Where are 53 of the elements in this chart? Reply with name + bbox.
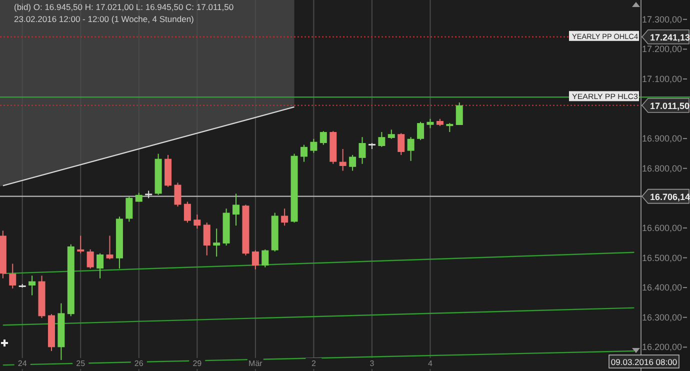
candlestick (184, 201, 191, 224)
candlestick (320, 130, 327, 146)
x-tick-label: 2 (311, 359, 316, 368)
x-tick-label: Mär (248, 359, 263, 368)
x-tick-label: 26 (134, 359, 144, 368)
y-tick-label: 16.900,00 (642, 134, 682, 144)
x-tick-label: 25 (76, 359, 86, 368)
candlestick (213, 228, 220, 258)
candlestick (281, 208, 288, 226)
ref-line-label: 16.706,14 (650, 192, 690, 202)
annotation: 09.03.2016 08:00 (610, 357, 678, 367)
candlestick (77, 235, 84, 254)
x-tick-label: 3 (370, 359, 375, 368)
y-tick-label: 16.200,00 (642, 342, 682, 352)
candlestick (300, 144, 308, 162)
y-tick-label: 17.100,00 (642, 74, 682, 84)
candlestick (194, 214, 201, 230)
candlestick (310, 138, 318, 154)
y-tick-label: 17.200,00 (642, 44, 682, 54)
candlestick (232, 193, 240, 226)
candlestick (349, 154, 356, 172)
candlestick (96, 252, 104, 279)
chart-title: (bid) O: 16.945,50 H: 17.021,00 L: 16.945,50 C: 17.011,50 (14, 2, 234, 12)
candlestick (456, 102, 463, 126)
candlestick (417, 121, 424, 141)
candlestick (106, 235, 114, 260)
candlestick (358, 136, 366, 164)
candlestick (86, 248, 94, 269)
y-tick-label: 16.400,00 (642, 282, 682, 293)
y-tick-label: 16.600,00 (642, 222, 682, 233)
text: 23.02.2016 12:00 - 12:00 (1 Woche, 4 Stunden) (14, 14, 194, 24)
candlestick (407, 136, 414, 162)
ref-line-label: 17.241,13 (650, 32, 690, 42)
candlestick (339, 148, 346, 172)
candlestick (9, 263, 16, 289)
candlestick (378, 132, 386, 148)
candlestick (174, 182, 182, 208)
candlestick (262, 248, 269, 268)
candlestick (426, 118, 434, 129)
x-tick-label: 4 (428, 359, 434, 368)
y-tick-label: 16.800,00 (642, 163, 682, 174)
candlestick (203, 222, 210, 256)
candlestick (398, 132, 405, 156)
candlestick (126, 196, 133, 222)
candlestick (28, 275, 36, 296)
candlestick (388, 129, 395, 140)
x-tick-label: 24 (18, 359, 28, 368)
y-tick-label: 16.300,00 (642, 312, 682, 322)
ref-line-label: 17.011,50 (650, 100, 690, 111)
x-tick-label: 29 (192, 359, 202, 368)
y-tick-label: 16.500,00 (642, 252, 682, 263)
y-tick-label: 17.300,00 (642, 14, 682, 24)
candlestick (252, 250, 259, 270)
